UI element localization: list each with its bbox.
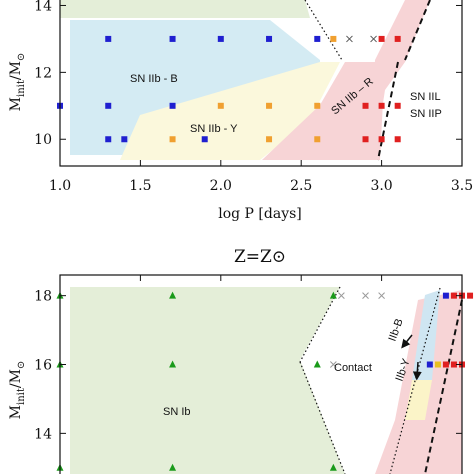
region-iib-y xyxy=(120,62,340,160)
ytick-label-p0-0: 10 xyxy=(34,132,52,148)
bottom-dotted-lower xyxy=(299,361,346,474)
point-p0-s1-0 xyxy=(330,35,337,42)
bottom-dotted-right xyxy=(389,287,441,474)
point-p0-s1-1 xyxy=(217,102,224,109)
point-p0-s2-7 xyxy=(394,35,401,42)
point-p0-s1-2 xyxy=(266,102,273,109)
bottom-ylabel: Minit/M⊙ xyxy=(8,361,27,420)
arrow-iib-y xyxy=(412,361,422,381)
point-p1-s0-3 xyxy=(169,291,177,299)
point-p0-s2-5 xyxy=(394,136,401,143)
point-p0-s1-5 xyxy=(266,136,273,143)
xtick-label-p0-3: 2.5 xyxy=(290,178,312,194)
region-iib-r-band xyxy=(370,0,430,155)
point-p1-s1-0 xyxy=(338,292,345,300)
label-contact: Contact xyxy=(334,362,372,374)
point-p1-s1-3 xyxy=(330,361,337,368)
top-regions xyxy=(60,0,430,160)
boundary-dashed-upper xyxy=(404,0,431,61)
bottom-axes: 14 16 18 xyxy=(34,275,462,442)
arrow-iib-b xyxy=(401,334,413,349)
point-p0-s1-6 xyxy=(314,136,321,143)
point-p0-s0-2 xyxy=(105,102,112,109)
top-points xyxy=(57,35,401,143)
point-p1-s0-6 xyxy=(329,291,337,299)
point-p0-s0-1 xyxy=(105,35,112,42)
point-p0-s2-0 xyxy=(362,102,369,109)
point-p0-s3-1 xyxy=(370,35,377,43)
point-p0-s0-5 xyxy=(217,35,224,42)
boundary-dotted xyxy=(304,0,343,61)
ytick-label-p1-2: 18 xyxy=(34,289,52,305)
point-p0-s0-4 xyxy=(169,35,176,42)
region-top-green xyxy=(60,0,310,18)
point-p0-s0-10 xyxy=(201,136,208,143)
point-p0-s2-4 xyxy=(378,136,385,143)
region-iib-r xyxy=(262,62,385,160)
point-p0-s2-3 xyxy=(362,136,369,143)
point-p1-s2-0 xyxy=(442,292,449,299)
point-p0-s0-7 xyxy=(314,35,321,42)
point-p0-s1-4 xyxy=(169,136,176,143)
top-panel: SN IIb - B SN IIb - Y SN IIb – R SN IIL … xyxy=(8,0,473,222)
ytick-label-p1-1: 16 xyxy=(34,358,52,374)
point-p1-s4-2 xyxy=(467,292,474,299)
point-p0-s1-3 xyxy=(314,102,321,109)
point-p0-s2-2 xyxy=(394,102,401,109)
bottom-regions xyxy=(70,287,462,474)
point-p1-s3-0 xyxy=(434,361,441,368)
point-p0-s0-6 xyxy=(266,35,273,42)
top-xlabel: log P [days] xyxy=(218,206,302,222)
top-frame xyxy=(59,0,463,167)
point-p0-s0-3 xyxy=(105,136,112,143)
xtick-label-p0-2: 2.0 xyxy=(210,178,232,194)
point-p1-s4-4 xyxy=(450,361,457,368)
point-p1-s1-2 xyxy=(378,292,385,300)
point-p1-s4-3 xyxy=(442,361,449,368)
ytick-label-p0-1: 12 xyxy=(34,65,52,81)
label-iil: SN IIL xyxy=(410,91,441,103)
ytick-label-p0-2: 14 xyxy=(34,0,52,14)
point-p0-s0-8 xyxy=(169,102,176,109)
bottom-frame xyxy=(59,274,463,474)
point-p1-s0-8 xyxy=(329,463,337,471)
point-p0-s0-9 xyxy=(121,136,128,143)
boundary-dashed xyxy=(377,61,399,161)
point-p0-s2-1 xyxy=(378,102,385,109)
top-ylabel: Minit/M⊙ xyxy=(8,53,27,112)
bottom-title: Z=Z⊙ xyxy=(234,247,286,267)
xtick-label-p0-1: 1.5 xyxy=(129,178,151,194)
point-p1-s0-7 xyxy=(313,360,321,368)
point-p1-s4-0 xyxy=(450,292,457,299)
label-iib-b-bottom: IIb-B xyxy=(387,317,406,343)
region-iib-y-bottom xyxy=(405,380,432,420)
region-iib-b xyxy=(70,20,320,155)
point-p0-s3-0 xyxy=(346,35,353,43)
label-iip: SN IIP xyxy=(410,108,442,120)
point-p1-s0-5 xyxy=(169,463,177,471)
label-sn-ib: SN Ib xyxy=(163,406,191,418)
xtick-label-p0-4: 3.0 xyxy=(370,178,392,194)
point-p1-s0-4 xyxy=(169,360,177,368)
label-iib-b: SN IIb - B xyxy=(130,73,178,85)
xtick-label-p0-5: 3.5 xyxy=(451,178,473,194)
xtick-label-p0-0: 1.0 xyxy=(49,178,71,194)
top-axes: 10 12 14 1.0 1.5 2.0 2.5 3.0 3.5 xyxy=(34,0,473,194)
point-p0-s2-6 xyxy=(378,35,385,42)
point-p1-s1-1 xyxy=(362,292,369,300)
region-sn-ib xyxy=(70,287,345,474)
label-iib-y: SN IIb - Y xyxy=(190,123,238,135)
point-p1-s2-1 xyxy=(426,361,433,368)
ytick-label-p1-0: 14 xyxy=(34,426,52,442)
